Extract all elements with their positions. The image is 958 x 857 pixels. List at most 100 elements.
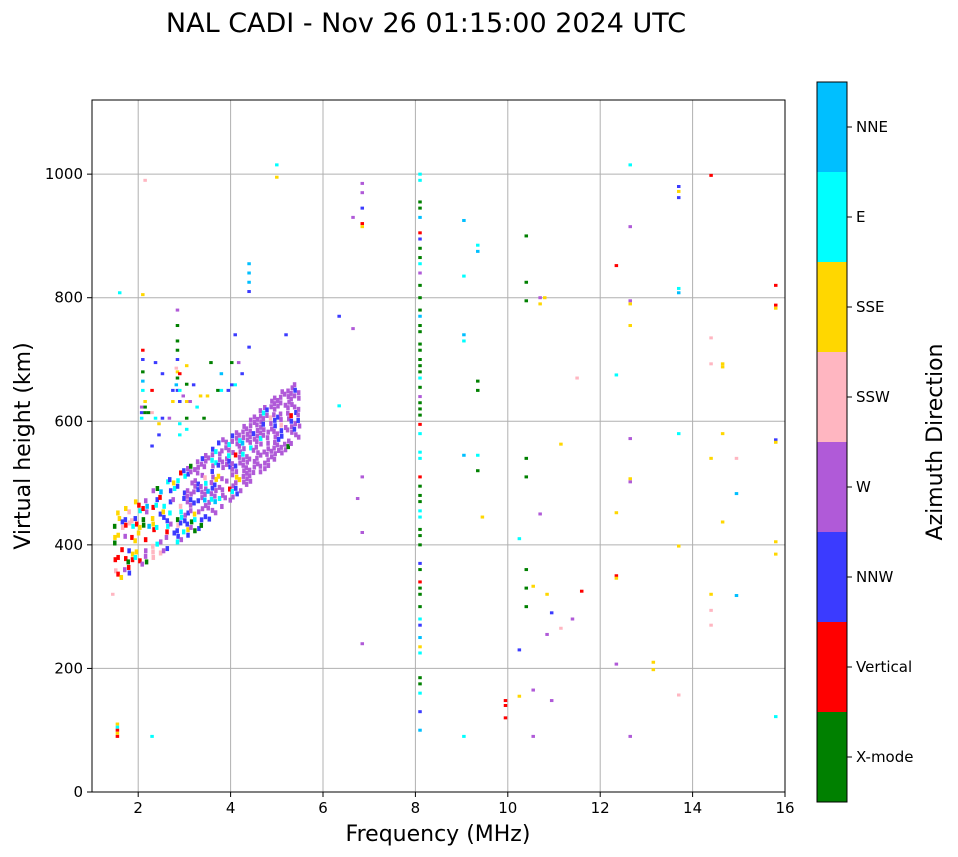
echo-point xyxy=(255,455,259,461)
echo-point xyxy=(147,523,151,529)
echo-point xyxy=(273,434,278,440)
echo-point xyxy=(248,439,252,445)
echo-point xyxy=(139,416,144,420)
echo-point xyxy=(244,426,249,432)
echo-point xyxy=(196,481,200,487)
echo-point xyxy=(258,413,263,419)
echo-point xyxy=(279,422,283,428)
echo-point xyxy=(418,617,422,621)
echo-point xyxy=(210,446,215,452)
echo-point xyxy=(192,511,197,517)
echo-point xyxy=(462,734,466,738)
echo-point xyxy=(418,586,422,590)
colorbar-segment xyxy=(817,442,847,532)
echo-point xyxy=(614,511,619,515)
echo-point xyxy=(360,642,365,646)
x-tick-label: 14 xyxy=(683,799,702,817)
echo-point xyxy=(134,521,139,527)
data-points xyxy=(111,163,778,738)
echo-point xyxy=(182,490,187,496)
echo-point xyxy=(185,521,189,527)
echo-point xyxy=(209,361,213,365)
echo-point xyxy=(167,416,172,420)
echo-point xyxy=(290,429,294,435)
echo-point xyxy=(286,444,290,450)
echo-point xyxy=(418,172,422,176)
x-axis-label: Frequency (MHz) xyxy=(346,822,531,847)
echo-point xyxy=(360,222,365,226)
echo-point xyxy=(179,509,183,515)
echo-point xyxy=(158,539,163,545)
echo-point xyxy=(189,524,193,530)
echo-point xyxy=(418,364,422,368)
echo-point xyxy=(120,524,125,530)
echo-point xyxy=(141,348,145,352)
echo-point xyxy=(143,537,148,543)
echo-point xyxy=(130,551,135,557)
echo-point xyxy=(570,617,575,621)
echo-point xyxy=(178,388,182,392)
echo-point xyxy=(230,433,235,439)
echo-point xyxy=(517,648,522,652)
echo-point xyxy=(210,468,214,474)
colorbar-tick-label: Vertical xyxy=(856,658,912,676)
echo-point xyxy=(214,488,218,494)
echo-point xyxy=(111,592,115,596)
echo-point xyxy=(196,498,200,504)
echo-point xyxy=(171,400,175,404)
echo-point xyxy=(203,453,208,459)
echo-point xyxy=(175,324,180,328)
echo-point xyxy=(220,503,224,509)
echo-point xyxy=(360,206,365,210)
echo-point xyxy=(476,243,480,247)
echo-point xyxy=(216,388,220,392)
echo-point xyxy=(418,370,422,374)
x-tick-label: 6 xyxy=(318,799,328,817)
echo-point xyxy=(282,391,287,397)
echo-point xyxy=(241,457,246,463)
echo-point xyxy=(143,548,148,554)
echo-point xyxy=(116,571,120,577)
echo-point xyxy=(614,662,619,666)
echo-point xyxy=(276,414,280,420)
echo-point xyxy=(275,163,279,167)
echo-point xyxy=(258,408,263,414)
echo-point xyxy=(360,225,365,229)
echo-point xyxy=(418,395,422,399)
echo-point xyxy=(418,246,422,250)
echo-point xyxy=(127,509,131,515)
echo-point xyxy=(289,424,294,430)
echo-point xyxy=(261,410,266,416)
echo-point xyxy=(418,385,422,389)
echo-point xyxy=(418,178,422,182)
echo-point xyxy=(248,423,253,429)
echo-point xyxy=(237,477,242,483)
echo-point xyxy=(676,291,681,295)
echo-point xyxy=(709,456,713,460)
echo-point xyxy=(480,515,485,519)
echo-point xyxy=(286,410,290,416)
echo-point xyxy=(151,488,156,494)
echo-point xyxy=(120,519,125,525)
echo-point xyxy=(127,570,132,576)
echo-point xyxy=(116,532,120,538)
echo-point xyxy=(258,435,263,441)
x-tick-label: 16 xyxy=(775,799,794,817)
echo-point xyxy=(242,423,246,429)
echo-point xyxy=(143,405,147,409)
echo-point xyxy=(418,358,422,361)
echo-point xyxy=(158,494,162,500)
echo-point xyxy=(216,440,221,446)
echo-point xyxy=(216,473,221,479)
echo-point xyxy=(273,451,277,457)
echo-point xyxy=(270,398,274,404)
echo-point xyxy=(178,400,182,404)
echo-point xyxy=(255,433,260,439)
echo-point xyxy=(179,537,184,543)
echo-point xyxy=(231,450,235,456)
echo-point xyxy=(126,564,131,570)
echo-point xyxy=(178,422,182,426)
echo-point xyxy=(524,605,529,609)
echo-point xyxy=(186,465,190,471)
echo-point xyxy=(193,467,197,473)
